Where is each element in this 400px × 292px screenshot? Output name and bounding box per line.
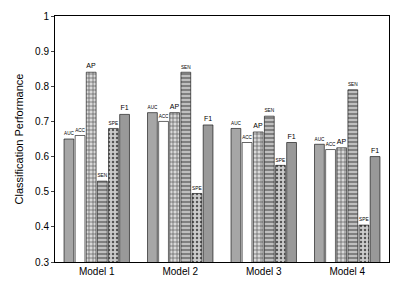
- svg-text:SEN: SEN: [264, 108, 274, 113]
- svg-text:SPE: SPE: [359, 217, 369, 222]
- svg-text:SPE: SPE: [109, 121, 119, 126]
- svg-text:AP: AP: [253, 122, 263, 129]
- svg-text:ACC: ACC: [75, 128, 85, 133]
- svg-text:AP: AP: [86, 62, 96, 69]
- svg-text:SPE: SPE: [192, 186, 202, 191]
- svg-text:F1: F1: [287, 133, 295, 140]
- svg-text:0.3: 0.3: [35, 257, 49, 268]
- svg-text:Model 3: Model 3: [246, 266, 282, 277]
- svg-text:ACC: ACC: [159, 114, 169, 119]
- svg-text:0.5: 0.5: [35, 186, 49, 197]
- svg-text:0.4: 0.4: [35, 221, 49, 232]
- svg-text:SEN: SEN: [181, 65, 191, 70]
- svg-text:SEN: SEN: [348, 82, 358, 87]
- svg-text:ACC: ACC: [242, 135, 252, 140]
- svg-text:0.7: 0.7: [35, 116, 49, 127]
- svg-text:0.8: 0.8: [35, 81, 49, 92]
- svg-text:F1: F1: [371, 147, 379, 154]
- svg-text:F1: F1: [204, 115, 212, 122]
- svg-text:AP: AP: [170, 103, 180, 110]
- svg-text:AP: AP: [337, 138, 347, 145]
- svg-text:0.9: 0.9: [35, 46, 49, 57]
- svg-text:0.6: 0.6: [35, 151, 49, 162]
- svg-text:Model 1: Model 1: [79, 266, 115, 277]
- svg-text:ACC: ACC: [326, 142, 336, 147]
- svg-text:AUC: AUC: [148, 105, 158, 110]
- svg-text:1: 1: [43, 11, 49, 22]
- svg-text:F1: F1: [120, 104, 128, 111]
- svg-text:AUC: AUC: [64, 131, 74, 136]
- svg-text:AUC: AUC: [315, 137, 325, 142]
- svg-text:Classification Performance: Classification Performance: [13, 74, 25, 205]
- svg-text:Model 2: Model 2: [162, 266, 198, 277]
- svg-text:SPE: SPE: [276, 158, 286, 163]
- svg-text:Model 4: Model 4: [329, 266, 365, 277]
- svg-text:SEN: SEN: [97, 173, 107, 178]
- svg-text:AUC: AUC: [231, 121, 241, 126]
